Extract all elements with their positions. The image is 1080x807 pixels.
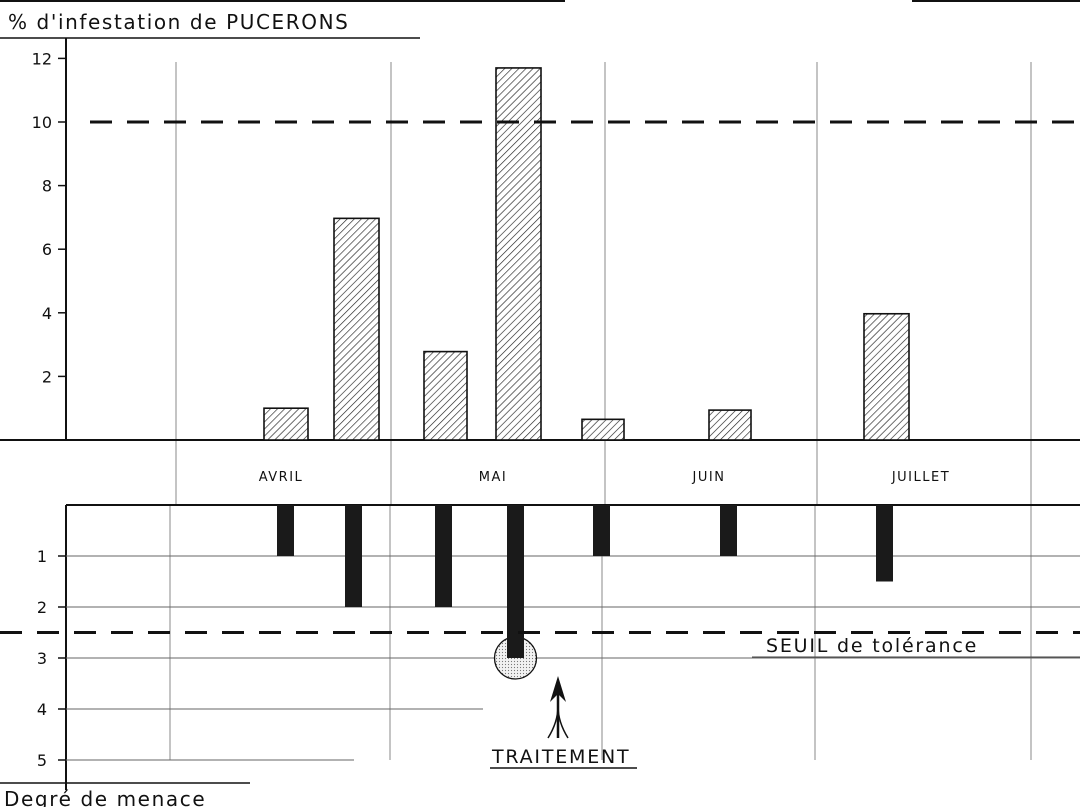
threat-bar [345,505,362,607]
bottom-horizontal-gridlines [66,555,1080,761]
y-tick-label: 10 [32,113,52,132]
infestation-bar [708,409,752,441]
threat-bar [277,505,294,556]
y-tick-label: 1 [37,547,47,566]
infestation-bar [863,312,910,441]
chart-title: % d'infestation de PUCERONS [8,10,349,34]
month-label: AVRIL [259,470,304,485]
y-tick-label: 5 [37,751,47,770]
threat-bar [876,505,893,582]
infestation-bar [423,350,468,441]
y-tick-label: 2 [42,367,52,386]
month-labels: AVRIL MAI JUIN JUILLET [259,470,950,485]
infestation-bar [581,418,625,441]
infestation-bar [333,217,380,441]
y-tick-label: 3 [37,649,47,668]
tolerance-threshold-label: SEUIL de tolérance [766,635,978,657]
threat-bars [277,505,893,658]
threat-bar [720,505,737,556]
y-tick-label: 8 [42,177,52,196]
bottom-axis-label: Degré de menace [4,787,206,807]
y-tick-label: 4 [37,700,47,719]
y-tick-label: 4 [42,304,52,323]
infestation-bars [263,67,910,441]
y-tick-label: 12 [32,49,52,68]
y-tick-label: 2 [37,598,47,617]
top-y-ticks: 2 4 6 8 10 12 [32,49,66,386]
threat-bar [593,505,610,556]
treatment-label: TRAITEMENT [491,746,630,768]
month-label: JUIN [692,470,726,485]
threat-bar [435,505,452,607]
infestation-bar [263,407,309,441]
month-label: MAI [479,470,507,485]
threat-bar [507,505,524,658]
treatment-arrow-icon [547,676,569,739]
month-label: JUILLET [891,470,950,485]
y-tick-label: 6 [42,240,52,259]
bottom-y-ticks: 1 2 3 4 5 [37,547,66,770]
infestation-bar [495,67,542,441]
